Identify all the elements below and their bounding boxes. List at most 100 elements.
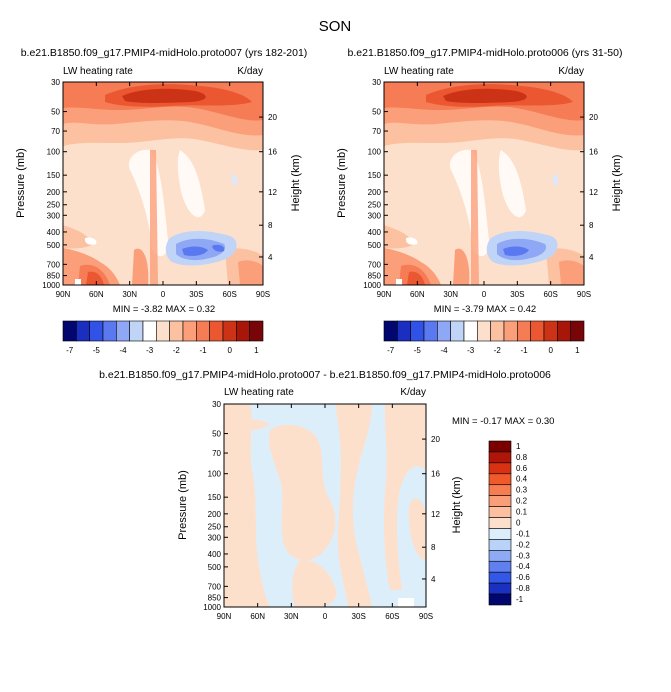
y-tick-label: 30 xyxy=(372,78,381,87)
y-tick-label: 150 xyxy=(368,171,382,180)
colorbar-swatch xyxy=(557,320,571,342)
panel-2-contour-field xyxy=(384,82,584,285)
colorbar-label: -1 xyxy=(516,595,524,604)
chart-panel-1: b.e21.B1850.f09_g17.PMIP4-midHolo.proto0… xyxy=(15,47,307,315)
colorbar-swatch xyxy=(397,320,411,342)
panel-2-y-axis-title: Pressure (mb) xyxy=(336,148,348,218)
panel-2-y2-axis-title: Height (km) xyxy=(611,155,623,212)
colorbar-swatch xyxy=(490,320,505,342)
y-tick-label: 200 xyxy=(208,510,222,519)
y-tick-label: 70 xyxy=(51,127,60,136)
colorbar-swatch xyxy=(488,560,512,573)
x-tick-label: 60S xyxy=(385,612,399,621)
colorbar-swatch xyxy=(570,320,585,342)
colorbar-swatch xyxy=(488,473,512,486)
colorbar-label: -0.4 xyxy=(516,562,530,571)
x-tick-label: 90N xyxy=(56,290,71,299)
y2-tick-label: 12 xyxy=(431,510,440,519)
y-tick-label: 100 xyxy=(47,148,61,157)
colorbar-swatch xyxy=(62,320,77,342)
y-tick-label: 1000 xyxy=(203,603,221,612)
x-tick-label: 60N xyxy=(410,290,425,299)
colorbar-difference: 1 0.8 0.6 0.4 0.3 0.2 0.10 -0.1 -0.2 -0.3 -0.4 -0.6… xyxy=(488,440,530,606)
colorbar-swatch xyxy=(543,320,558,342)
y-tick-label: 700 xyxy=(47,260,61,269)
y2-tick-label: 4 xyxy=(268,253,273,262)
colorbar-label: -0.8 xyxy=(516,584,530,593)
y-tick-label: 500 xyxy=(368,241,382,250)
colorbar-swatch xyxy=(116,320,130,342)
colorbar-label: -4 xyxy=(119,346,127,355)
x-tick-label: 30N xyxy=(284,612,299,621)
panel-1-axes: 90N 60N 30N 0 30S 60S 90S 30 50 70 100 150 200 250300… xyxy=(42,78,277,299)
panel-3-stats: MIN = -0.17 MAX = 0.30 xyxy=(452,416,554,427)
colorbar-label: -7 xyxy=(387,346,395,355)
panel-1-stats: MIN = -3.82 MAX = 0.32 xyxy=(113,304,215,315)
colorbar-label: 0.3 xyxy=(516,486,528,495)
colorbar-swatch xyxy=(423,320,438,342)
x-tick-label: 90S xyxy=(256,290,270,299)
colorbar-swatch xyxy=(488,528,512,540)
colorbar-label: -1 xyxy=(199,346,207,355)
y-tick-label: 300 xyxy=(368,211,382,220)
figure-title: SON xyxy=(319,18,352,35)
y2-tick-label: 16 xyxy=(589,148,598,157)
colorbar-swatch xyxy=(222,320,237,342)
colorbar-label: -1 xyxy=(520,346,528,355)
colorbar-label: 0.2 xyxy=(516,497,528,506)
colorbar-swatch xyxy=(196,320,210,342)
panel-1-left-label: LW heating rate xyxy=(63,66,133,77)
panel-3-units-label: K/day xyxy=(400,387,426,398)
y-tick-label: 400 xyxy=(208,550,222,559)
y2-tick-label: 4 xyxy=(589,253,594,262)
panel-2-axes: 90N 60N 30N 0 30S 60S 90S 30 50 70 100 150 200 250300… xyxy=(363,78,598,299)
colorbar-label: 0 xyxy=(227,346,232,355)
y-tick-label: 50 xyxy=(372,108,381,117)
panel-1-y-axis-title: Pressure (mb) xyxy=(15,148,27,218)
colorbar-label: 0 xyxy=(548,346,553,355)
y-tick-label: 500 xyxy=(47,241,61,250)
y-tick-label: 50 xyxy=(212,430,221,439)
colorbar-label: 0.8 xyxy=(516,453,528,462)
x-tick-label: 60S xyxy=(544,290,558,299)
colorbar-label: -5 xyxy=(93,346,101,355)
y-tick-label: 250 xyxy=(208,523,222,532)
colorbar-swatch xyxy=(488,539,512,551)
colorbar-swatch xyxy=(76,320,90,342)
y2-tick-label: 16 xyxy=(268,148,277,157)
colorbar-label: -0.3 xyxy=(516,551,530,560)
x-tick-label: 30S xyxy=(189,290,203,299)
panel-1-y2-axis-title: Height (km) xyxy=(290,155,302,212)
y-tick-label: 700 xyxy=(368,260,382,269)
panel-2-units-label: K/day xyxy=(558,66,584,77)
panel-2-title: b.e21.B1850.f09_g17.PMIP4-midHolo.proto0… xyxy=(348,47,623,59)
y2-tick-label: 20 xyxy=(431,435,440,444)
colorbar-label: 0.4 xyxy=(516,475,528,484)
colorbar-label: -3 xyxy=(467,346,475,355)
y-tick-label: 200 xyxy=(47,188,61,197)
y-tick-label: 150 xyxy=(47,171,61,180)
colorbar-left: -7 -5 -4 -3 -2 -1 0 1 xyxy=(62,320,264,355)
y2-tick-label: 12 xyxy=(268,188,277,197)
x-tick-label: 30N xyxy=(122,290,137,299)
x-tick-label: 30N xyxy=(443,290,458,299)
colorbar-label: -0.6 xyxy=(516,573,530,582)
colorbar-label: -5 xyxy=(414,346,422,355)
colorbar-swatch xyxy=(169,320,184,342)
colorbar-label: -7 xyxy=(66,346,74,355)
panel-1-units-label: K/day xyxy=(237,66,263,77)
x-tick-label: 60S xyxy=(223,290,237,299)
panel-3-title: b.e21.B1850.f09_g17.PMIP4-midHolo.proto0… xyxy=(99,369,551,381)
chart-panel-difference: b.e21.B1850.f09_g17.PMIP4-midHolo.proto0… xyxy=(99,369,554,621)
panel-1-contour-field xyxy=(63,82,263,285)
panel-2-stats: MIN = -3.79 MAX = 0.42 xyxy=(434,304,536,315)
colorbar-swatch xyxy=(156,320,170,342)
colorbar-label: -3 xyxy=(146,346,154,355)
y-tick-label: 250 xyxy=(47,201,61,210)
x-tick-label: 60N xyxy=(250,612,265,621)
y-tick-label: 400 xyxy=(47,228,61,237)
y2-tick-label: 20 xyxy=(268,113,277,122)
colorbar-label: 0.6 xyxy=(516,464,528,473)
y-tick-label: 400 xyxy=(368,228,382,237)
